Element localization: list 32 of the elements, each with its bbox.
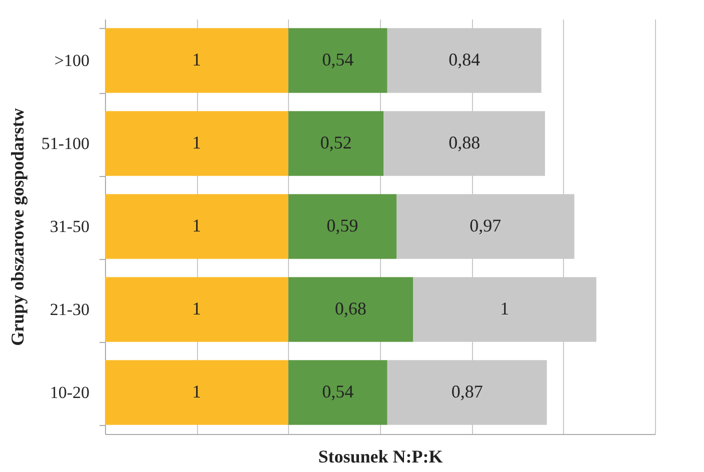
- data-label: 0,59: [326, 216, 358, 236]
- bar: [288, 111, 384, 176]
- y-tick-label: 10-20: [50, 383, 90, 402]
- data-label: 1: [192, 50, 202, 70]
- data-label: 0,84: [448, 50, 480, 70]
- bar: [105, 111, 288, 176]
- y-tick-label: 31-50: [50, 217, 90, 236]
- data-label: 1: [192, 298, 202, 318]
- bar: [288, 277, 413, 342]
- data-label: 0,87: [451, 382, 483, 402]
- bar: [105, 277, 288, 342]
- data-label: 0,54: [322, 50, 354, 70]
- data-label: 0,97: [470, 216, 502, 236]
- data-label: 1: [192, 216, 202, 236]
- bar: [288, 194, 396, 259]
- bar: [288, 28, 388, 93]
- data-label: 0,54: [322, 382, 354, 402]
- bar: [105, 28, 288, 93]
- data-label: 1: [500, 298, 510, 318]
- bar: [288, 360, 388, 425]
- data-label: 1: [192, 132, 202, 152]
- data-label: 0,52: [320, 132, 352, 152]
- y-tick-label: 51-100: [41, 134, 90, 153]
- y-tick-label: 21-30: [50, 300, 90, 319]
- bar: [105, 360, 288, 425]
- bar: [105, 194, 288, 259]
- data-label: 0,88: [448, 132, 480, 152]
- y-tick-label: >100: [54, 51, 90, 70]
- x-axis-title: Stosunek N:P:K: [318, 446, 443, 466]
- data-label: 1: [192, 382, 202, 402]
- data-label: 0,68: [334, 298, 366, 318]
- y-axis-title: Grupy obszarowe gospodarstw: [7, 108, 28, 346]
